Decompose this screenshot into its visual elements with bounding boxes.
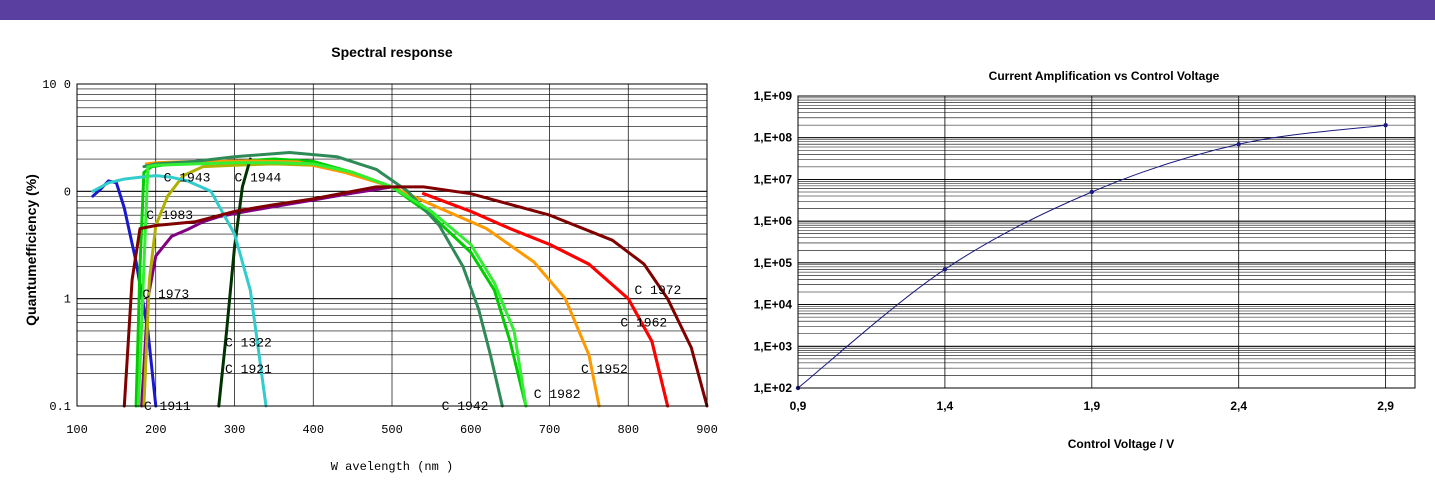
x-tick-label: 0,9 <box>790 399 807 413</box>
x-tick-label: 2,4 <box>1230 399 1247 413</box>
series-line-c-1322 <box>91 174 268 408</box>
series-line-c-1983 <box>142 162 418 408</box>
x-axis-label: Control Voltage / V <box>1068 437 1174 451</box>
x-axis-ticks: 100 200 300 400 500 600 700 800 900 <box>66 423 718 437</box>
curve-label-c-1921: C 1921 <box>225 362 272 377</box>
y-tick-label: 1,E+07 <box>754 172 793 186</box>
x-tick-label: 500 <box>381 423 403 437</box>
curve-labels: C 1943 C 1944 C 1983 C 1973 C 1322 C 1921 C 19… <box>142 170 681 414</box>
curve-label-c-1982: C 1982 <box>534 387 581 402</box>
x-tick-label: 900 <box>696 423 718 437</box>
x-tick-label: 2,9 <box>1377 399 1394 413</box>
top-bar <box>0 0 1435 20</box>
y-tick-label: 1,E+06 <box>754 214 793 228</box>
series-line-c-1962 <box>422 192 670 408</box>
y-tick-label: 10 0 <box>42 78 71 92</box>
y-tick-label: 0 <box>64 185 71 199</box>
series-line-c-1952 <box>422 192 670 408</box>
series-line-c-1944 <box>217 157 252 408</box>
y-tick-label: 1,E+05 <box>754 256 793 270</box>
chart-series <box>91 151 709 408</box>
chart-title: Spectral response <box>331 44 453 60</box>
y-axis-ticks: 0.1 1 0 10 0 <box>42 78 71 414</box>
y-axis-label: Quantumefficiency (%) <box>23 174 39 326</box>
spectral-response-chart: Spectral response 100 200 300 400 500 600 700 8… <box>23 44 718 474</box>
chart-grid <box>76 83 708 407</box>
x-tick-label: 200 <box>145 423 167 437</box>
series-line-c-1972 <box>122 185 709 408</box>
x-tick-label: 800 <box>617 423 639 437</box>
y-tick-label: 1,E+09 <box>754 89 793 103</box>
y-tick-label: 1,E+02 <box>754 381 793 395</box>
curve-label-c-1962: C 1962 <box>620 315 667 330</box>
x-tick-label: 100 <box>66 423 88 437</box>
x-tick-label: 1,9 <box>1083 399 1100 413</box>
x-tick-label: 300 <box>224 423 246 437</box>
curve-label-c-1973: C 1973 <box>142 287 189 302</box>
y-axis-ticks: 1,E+02 1,E+03 1,E+04 1,E+05 1,E+06 1,E+07 1,E+… <box>754 89 793 395</box>
curve-label-c-1911: C 1911 <box>144 399 191 414</box>
plot-frame <box>76 83 708 407</box>
curve-label-c-1322: C 1322 <box>225 336 272 351</box>
data-point <box>1383 122 1388 128</box>
y-tick-label: 0.1 <box>49 400 71 414</box>
data-point <box>1089 189 1095 195</box>
chart-grid <box>797 95 1415 389</box>
x-tick-label: 1,4 <box>937 399 954 413</box>
plot-frame <box>797 95 1416 389</box>
curve-label-c-1952: C 1952 <box>581 362 628 377</box>
curve-label-c-1983: C 1983 <box>146 208 193 223</box>
current-amplification-chart: Current Amplification vs Control Voltage… <box>754 69 1416 451</box>
curve-label-c-1944: C 1944 <box>235 170 282 185</box>
series-line-c-1942 <box>142 151 504 408</box>
series-line-c-1982 <box>136 161 528 408</box>
y-tick-label: 1,E+08 <box>754 131 793 145</box>
data-point <box>1236 141 1241 147</box>
data-point <box>942 267 948 272</box>
y-tick-label: 1,E+03 <box>754 339 793 353</box>
x-tick-label: 400 <box>302 423 324 437</box>
x-tick-label: 700 <box>539 423 561 437</box>
curve-label-c-1972: C 1972 <box>635 283 682 298</box>
x-tick-label: 600 <box>460 423 482 437</box>
chart-series <box>795 122 1388 391</box>
curve-label-c-1942: C 1942 <box>442 399 489 414</box>
x-axis-ticks: 0,9 1,4 1,9 2,4 2,9 <box>790 399 1395 413</box>
curve-label-c-1943: C 1943 <box>164 170 211 185</box>
y-tick-label: 1 <box>64 293 71 307</box>
x-axis-label: W avelength (nm ) <box>331 460 453 474</box>
y-tick-label: 1,E+04 <box>754 298 793 312</box>
chart-title: Current Amplification vs Control Voltage <box>989 69 1220 83</box>
